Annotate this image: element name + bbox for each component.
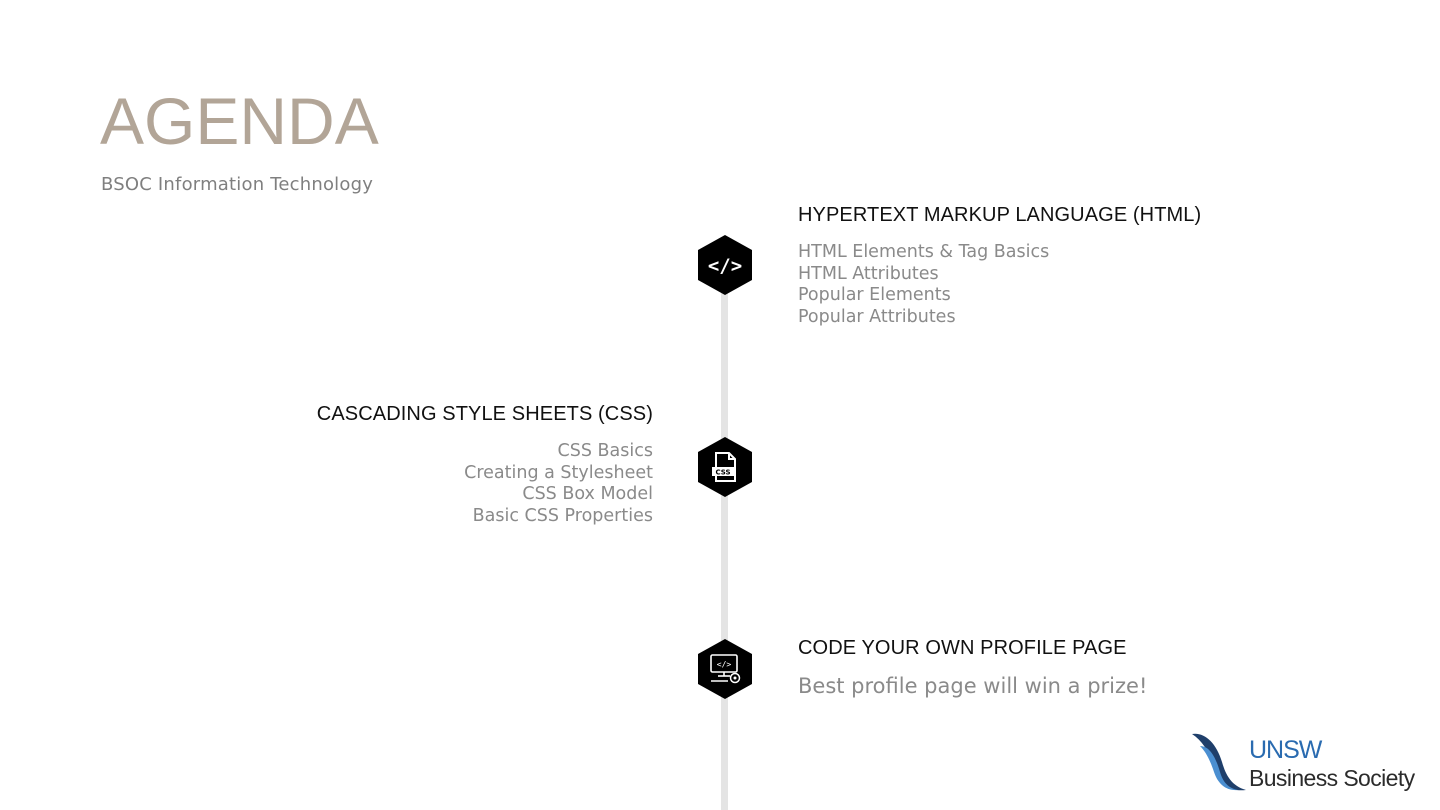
slide-title: AGENDA xyxy=(100,84,379,158)
svg-text:</>: </> xyxy=(717,660,732,669)
list-item: Creating a Stylesheet xyxy=(464,462,653,483)
css-file-icon: CSS xyxy=(698,437,752,497)
section-css-items: CSS Basics Creating a Stylesheet CSS Box… xyxy=(464,441,653,527)
logo-line1: UNSW xyxy=(1249,736,1322,764)
code-brackets-icon: </> xyxy=(698,235,752,295)
unsw-business-society-logo: UNSW Business Society xyxy=(1190,728,1430,796)
logo-line2: Business Society xyxy=(1249,765,1415,791)
list-item: Basic CSS Properties xyxy=(472,505,653,526)
svg-text:</>: </> xyxy=(708,255,742,277)
slide-subtitle: BSOC Information Technology xyxy=(101,174,374,195)
list-item: HTML Attributes xyxy=(798,263,939,284)
list-item: Popular Attributes xyxy=(798,306,956,327)
section-html-title: HYPERTEXT MARKUP LANGUAGE (HTML) xyxy=(798,204,1202,226)
list-item: Popular Elements xyxy=(798,285,951,305)
list-item: CSS Basics xyxy=(557,441,653,461)
swoosh-logo-icon xyxy=(1192,733,1246,791)
list-item: CSS Box Model xyxy=(522,484,653,504)
svg-text:CSS: CSS xyxy=(715,469,730,477)
timeline-line xyxy=(721,262,728,810)
section-css-title: CASCADING STYLE SHEETS (CSS) xyxy=(316,403,653,425)
section-html-items: HTML Elements & Tag Basics HTML Attribut… xyxy=(798,242,1049,328)
list-item: HTML Elements & Tag Basics xyxy=(798,242,1050,262)
section-profile-description: Best profile page will win a prize! xyxy=(798,674,1148,698)
section-profile-title: CODE YOUR OWN PROFILE PAGE xyxy=(798,637,1127,659)
computer-code-icon: </> xyxy=(698,639,752,699)
